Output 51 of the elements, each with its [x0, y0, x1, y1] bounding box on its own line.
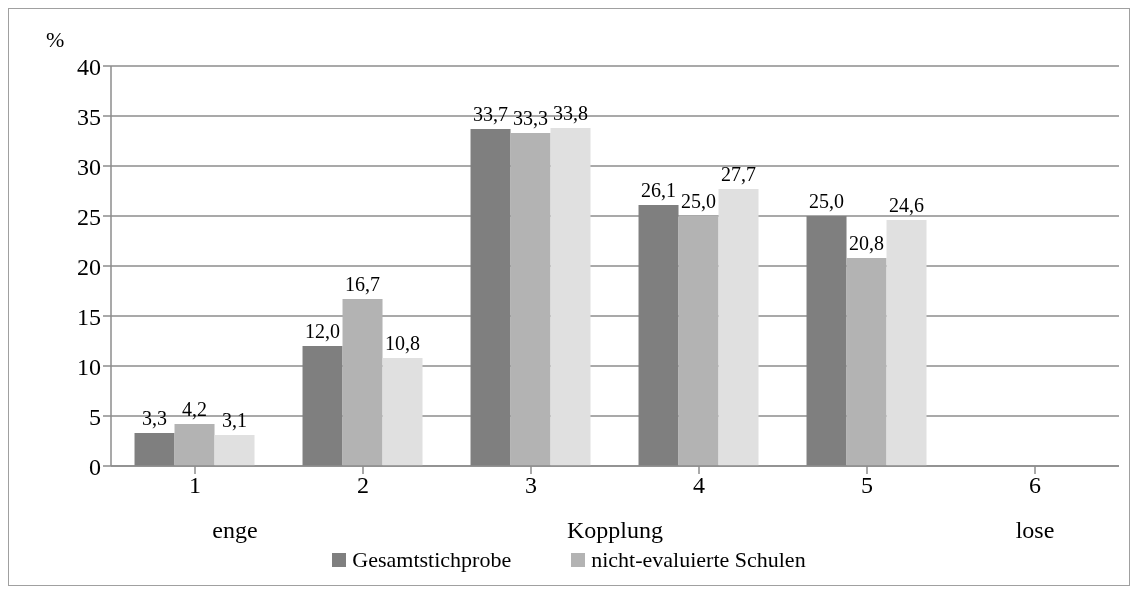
bar: [886, 220, 927, 466]
bar: [302, 346, 343, 466]
y-tick-label: 10: [77, 353, 101, 380]
data-label: 3,1: [222, 409, 248, 431]
x-tick-label: 2: [357, 472, 369, 499]
bar: [846, 258, 887, 466]
x-axis-title: Kopplung: [567, 517, 663, 544]
bar: [550, 128, 591, 466]
data-label: 4,2: [182, 398, 208, 420]
bar: [678, 216, 719, 466]
y-tick-label: 0: [89, 453, 101, 480]
y-tick-label: 40: [77, 53, 101, 80]
bar: [342, 299, 383, 466]
bar: [174, 424, 215, 466]
y-axis-title: %: [46, 26, 65, 52]
bar: [134, 433, 175, 466]
data-label: 24,6: [889, 194, 925, 216]
data-label: 12,0: [305, 320, 341, 342]
bar: [382, 358, 423, 466]
legend-label: nicht-evaluierte Schulen: [590, 547, 806, 573]
legend-label: Gesamtstichprobe: [351, 547, 512, 573]
data-label: 33,7: [473, 103, 509, 125]
data-label: 3,3: [142, 407, 168, 429]
x-tick-label: 1: [189, 472, 201, 499]
data-label: 33,3: [513, 107, 549, 129]
data-label: 20,8: [849, 232, 885, 254]
data-label: 25,0: [809, 190, 845, 212]
bar: [638, 205, 679, 466]
y-tick-label: 15: [77, 303, 101, 330]
data-label: 25,0: [681, 190, 717, 212]
y-tick-label: 30: [77, 153, 101, 180]
y-tick-label: 25: [77, 203, 101, 230]
data-label: 33,8: [553, 102, 589, 124]
y-tick-label: 20: [77, 253, 101, 280]
data-label: 16,7: [345, 273, 381, 295]
bar: [214, 435, 255, 466]
data-label: 27,7: [721, 163, 757, 185]
text: enge: [212, 517, 258, 544]
y-tick-label: 35: [77, 103, 101, 130]
data-label: 10,8: [385, 332, 421, 354]
text: lose: [1015, 517, 1055, 544]
x-tick-label: 6: [1029, 472, 1041, 499]
data-label: 26,1: [641, 179, 677, 201]
x-tick-label: 3: [525, 472, 537, 499]
x-tick-label: 5: [861, 472, 873, 499]
bar: [806, 216, 847, 466]
bar: [470, 129, 511, 466]
bar: [510, 133, 551, 466]
x-tick-label: 4: [693, 472, 705, 499]
y-tick-label: 5: [89, 403, 101, 430]
bar: [718, 189, 759, 466]
